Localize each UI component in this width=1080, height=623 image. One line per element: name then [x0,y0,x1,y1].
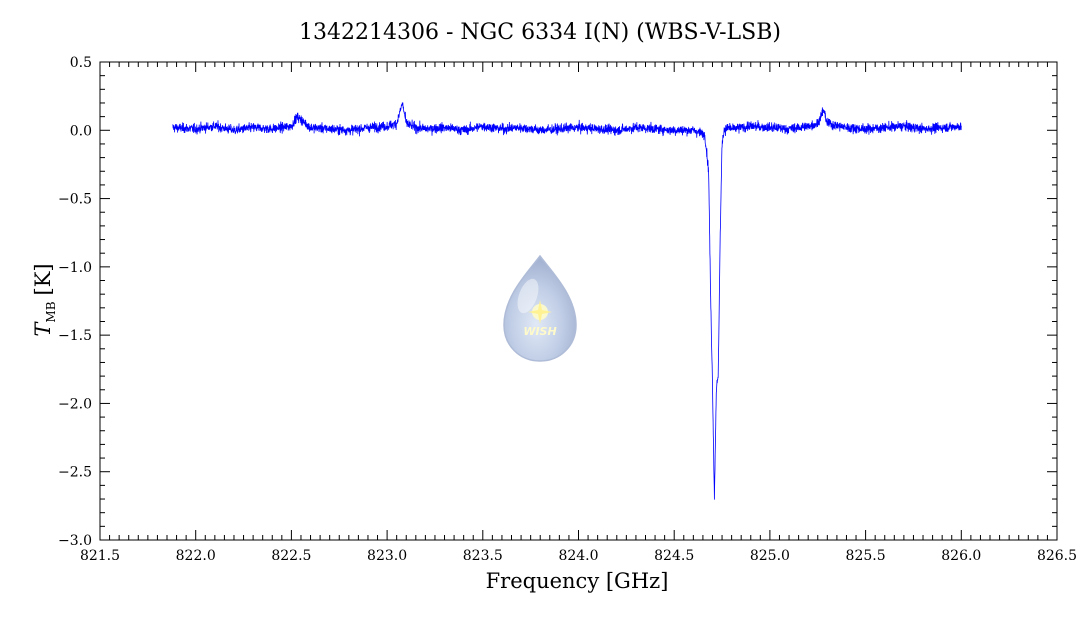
y-axis-unit: [K] [31,263,55,295]
x-tick-label: 821.5 [80,548,120,564]
y-tick-labels: −3.0 −2.5 −2.0 −1.5 −1.0 −0.5 0.0 0.5 [58,55,92,549]
series-layer [172,102,962,500]
x-tick-label: 822.5 [271,548,311,564]
y-tick-label: −1.0 [58,260,92,276]
ticks-layer [99,61,1058,541]
y-axis-subscript: MB [44,301,58,322]
y-tick-label: 0.5 [70,55,92,71]
y-tick-label: −2.0 [58,396,92,412]
x-tick-label: 825.0 [750,548,790,564]
spectrum-line [172,102,962,500]
y-tick-label: −3.0 [58,533,92,549]
x-tick-label: 825.5 [846,548,886,564]
x-tick-label: 824.5 [654,548,694,564]
y-axis-label: TMB [K] [31,263,58,336]
plot-frame [99,61,1058,541]
y-tick-label: −2.5 [58,465,92,481]
chart-title: 1342214306 - NGC 6334 I(N) (WBS-V-LSB) [299,20,781,45]
x-tick-labels: 821.5 822.0 822.5 823.0 823.5 824.0 824.5 825.0… [80,548,1077,564]
wish-logo-watermark: WISH [503,254,577,362]
watermark-label: WISH [523,325,556,338]
x-tick-label: 823.5 [463,548,503,564]
y-axis-symbol: T [31,321,55,337]
x-tick-label: 824.0 [558,548,598,564]
y-tick-label: −1.5 [58,328,92,344]
x-tick-label: 826.5 [1037,548,1077,564]
x-tick-label: 826.0 [941,548,981,564]
x-tick-label: 823.0 [367,548,407,564]
x-axis-label: Frequency [GHz] [486,569,669,593]
y-tick-label: 0.0 [70,123,92,139]
y-tick-label: −0.5 [58,192,92,208]
x-tick-label: 822.0 [176,548,216,564]
